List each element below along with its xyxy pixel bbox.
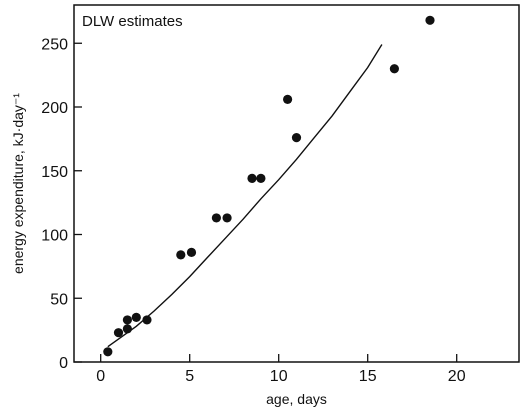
- data-point: [211, 213, 221, 223]
- data-point: [222, 213, 232, 223]
- data-point: [122, 315, 132, 325]
- marks-layer: [103, 15, 435, 357]
- fit-line: [107, 44, 383, 348]
- data-point: [283, 94, 293, 104]
- y-tick-label: 200: [41, 100, 68, 117]
- x-tick-label: 5: [185, 368, 194, 385]
- y-axis-label: energy expenditure, kJ·day⁻¹: [10, 93, 26, 274]
- data-point: [247, 173, 257, 183]
- plot-frame: [73, 4, 520, 363]
- data-point: [122, 324, 132, 334]
- data-point: [186, 247, 197, 257]
- x-axis-label: age, days: [266, 391, 327, 407]
- data-point: [389, 64, 399, 74]
- x-tick-label: 15: [359, 368, 377, 385]
- y-tick-label: 150: [41, 164, 68, 181]
- data-point: [103, 347, 113, 357]
- x-tick-label: 0: [96, 368, 105, 385]
- x-tick-label: 20: [448, 368, 466, 385]
- data-point: [256, 173, 266, 183]
- data-point: [425, 15, 435, 25]
- data-point: [131, 312, 141, 322]
- y-tick-label: 0: [59, 355, 68, 372]
- y-tick-label: 100: [41, 228, 68, 245]
- x-tick-label: 10: [270, 368, 288, 385]
- data-point: [291, 133, 302, 143]
- y-tick-label: 250: [41, 36, 68, 53]
- y-tick-label: 50: [50, 291, 68, 308]
- chart-annotation: DLW estimates: [82, 13, 183, 30]
- data-point: [176, 250, 186, 260]
- data-point: [142, 315, 152, 325]
- data-point: [113, 328, 124, 338]
